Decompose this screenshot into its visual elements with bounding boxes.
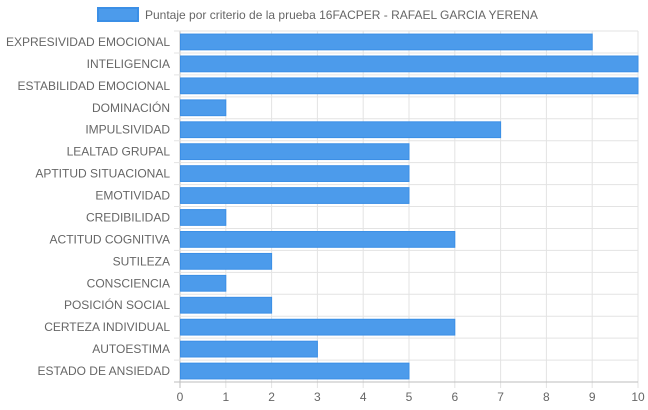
bar[interactable] — [180, 165, 410, 182]
x-tick-label: 0 — [177, 390, 184, 404]
category-label: CREDIBILIDAD — [86, 210, 170, 224]
bar[interactable] — [180, 55, 639, 73]
x-tick-label: 2 — [268, 390, 275, 404]
category-label: CERTEZA INDIVIDUAL — [44, 320, 170, 334]
bars — [180, 33, 639, 380]
x-tick-label: 10 — [631, 390, 645, 404]
bar[interactable] — [180, 318, 456, 336]
bar[interactable] — [180, 296, 273, 314]
category-label: ACTITUD COGNITIVA — [50, 232, 170, 246]
category-label: ESTABILIDAD EMOCIONAL — [18, 79, 171, 93]
bar[interactable] — [180, 362, 410, 380]
bar[interactable] — [180, 231, 456, 248]
category-label: ESTADO DE ANSIEDAD — [38, 364, 171, 378]
bar[interactable] — [180, 340, 318, 358]
category-label: EXPRESIVIDAD EMOCIONAL — [6, 35, 170, 49]
category-label: DOMINACIÓN — [92, 100, 170, 115]
x-tick-label: 5 — [406, 390, 413, 404]
category-labels: EXPRESIVIDAD EMOCIONAL INTELIGENCIA ESTABI… — [6, 35, 170, 378]
bar[interactable] — [180, 252, 273, 270]
category-label: EMOTIVIDAD — [95, 189, 170, 203]
bar[interactable] — [180, 143, 410, 161]
x-tick-label: 7 — [497, 390, 504, 404]
bar[interactable] — [180, 33, 593, 51]
legend-label[interactable]: Puntaje por criterio de la prueba 16FACP… — [145, 8, 538, 22]
category-label: INTELIGENCIA — [87, 57, 170, 71]
category-label: CONSCIENCIA — [87, 276, 170, 290]
category-label: LEALTAD GRUPAL — [67, 145, 171, 159]
bar[interactable] — [180, 77, 639, 95]
category-label: POSICIÓN SOCIAL — [64, 297, 170, 312]
x-tick-label: 9 — [589, 390, 596, 404]
category-label: IMPULSIVIDAD — [85, 123, 170, 137]
bar[interactable] — [180, 187, 410, 204]
x-tick-label: 4 — [360, 390, 367, 404]
x-axis-ticks: 0 1 2 3 4 5 6 7 8 9 10 — [177, 390, 645, 404]
bar[interactable] — [180, 274, 227, 292]
legend[interactable]: Puntaje por criterio de la prueba 16FACP… — [97, 7, 538, 22]
x-tick-label: 3 — [314, 390, 321, 404]
bar[interactable] — [180, 99, 227, 117]
category-label: AUTOESTIMA — [92, 342, 170, 356]
category-label: APTITUD SITUACIONAL — [35, 167, 170, 181]
category-label: SUTILEZA — [113, 254, 170, 268]
bar[interactable] — [180, 121, 502, 139]
legend-swatch[interactable] — [97, 7, 139, 22]
x-tick-label: 6 — [451, 390, 458, 404]
x-tick-label: 8 — [543, 390, 550, 404]
x-tick-label: 1 — [222, 390, 229, 404]
bar[interactable] — [180, 209, 227, 226]
